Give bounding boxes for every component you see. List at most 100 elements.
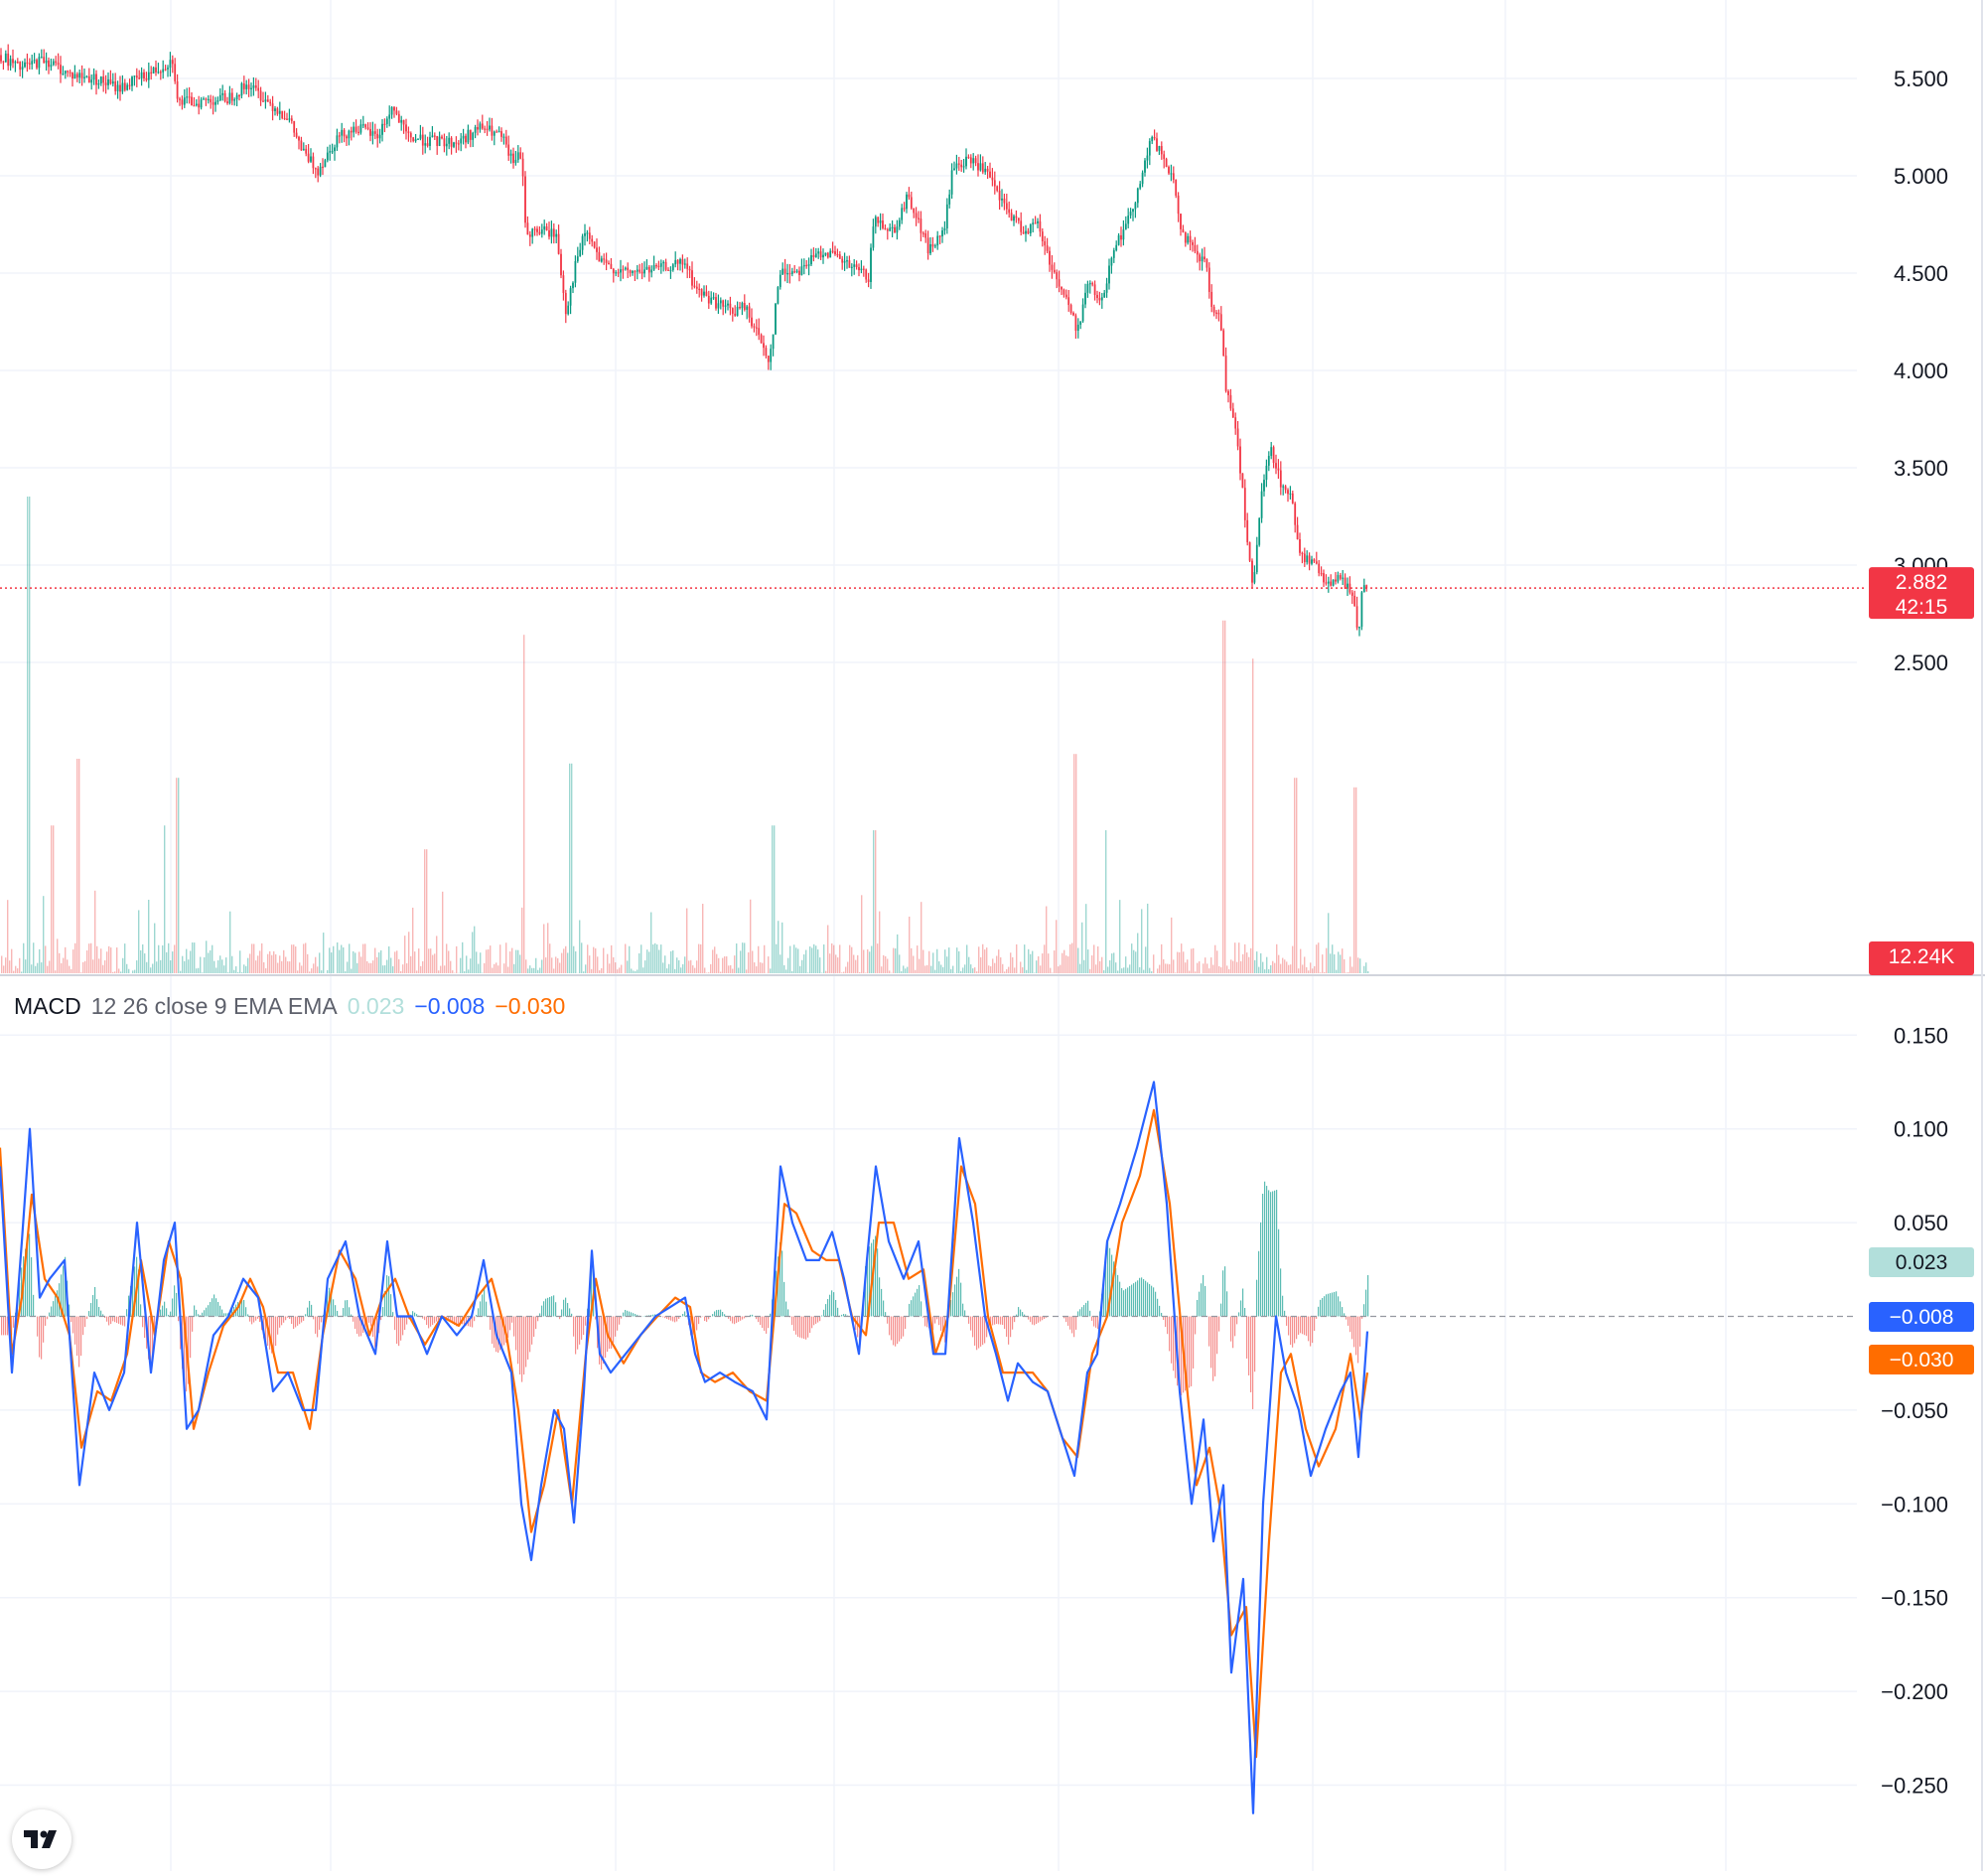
volume-bar [1290,964,1291,973]
volume-bar [305,943,306,973]
candle-body [989,172,991,178]
volume-bar [573,946,574,973]
histogram-bar [249,1317,250,1322]
candle-body [1330,582,1332,586]
histogram-bar [1157,1299,1158,1317]
candle-body [1204,256,1205,259]
volume-bar [251,943,252,973]
candle-body [739,307,741,308]
histogram-bar [1306,1317,1307,1337]
histogram-bar [1276,1190,1277,1316]
volume-bar [936,949,937,973]
volume-bar [206,940,207,973]
volume-bar [617,969,618,973]
volume-bar [422,961,423,973]
candle-body [1213,307,1215,313]
volume-bar [110,947,111,973]
volume-bar [1264,969,1265,973]
volume-bar [172,951,173,973]
macd-legend[interactable]: MACD 12 26 close 9 EMA EMA 0.023 −0.008 … [14,991,565,1021]
histogram-bar [1077,1311,1078,1316]
volume-bar [390,958,391,973]
histogram-bar [766,1317,767,1334]
volume-bar [273,951,274,973]
candle-body [379,135,381,139]
volume-bar [1262,962,1263,973]
volume-bar [436,936,437,973]
histogram-bar [162,1306,163,1317]
candle-body [219,95,221,100]
volume-bar [1119,900,1120,973]
volume-bar [1250,948,1251,973]
candle-body [422,135,424,146]
histogram-bar [1073,1317,1074,1338]
histogram-bar [885,1312,886,1316]
volume-bar [756,966,757,973]
volume-bar [444,965,445,973]
histogram-bar [1326,1294,1327,1316]
histogram-bar [954,1284,955,1316]
histogram-bar [652,1315,653,1317]
histogram-bar [823,1310,824,1317]
histogram-bar [1079,1309,1080,1316]
volume-bar [104,960,105,973]
histogram-bar [1155,1292,1156,1317]
histogram-bar [970,1317,971,1331]
volume-bar [1014,967,1015,973]
volume-bar [478,964,479,973]
volume-bar [664,955,665,973]
volume-bar [364,943,365,973]
tradingview-logo[interactable] [12,1809,71,1869]
histogram-bar [1220,1304,1221,1317]
histogram-bar [1193,1317,1194,1369]
histogram-bar [311,1305,312,1317]
candle-body [591,239,593,242]
histogram-bar [1244,1308,1245,1316]
volume-bar [339,950,340,973]
candle-body [279,111,281,114]
volume-bar [1129,964,1130,973]
volume-bar [833,945,834,973]
volume-bar [1097,946,1098,973]
histogram-bar [934,1317,935,1324]
volume-bar [1163,959,1164,973]
candle-body [298,137,300,141]
histogram-bar [84,1317,85,1328]
histogram-bar [31,1257,32,1316]
histogram-bar [120,1317,121,1325]
histogram-bar [472,1317,473,1328]
candle-body [272,103,274,111]
candle-body [1113,250,1115,258]
volume-bar [440,966,441,973]
candle-body [1183,229,1185,232]
volume-bar [1111,953,1112,973]
volume-bar [154,924,155,973]
candle-body [17,62,19,63]
candle-body [834,251,836,254]
volume-bar [186,949,187,973]
volume-bar [537,970,538,973]
volume-bar [525,959,526,973]
histogram-bar [47,1317,48,1320]
candle-body [155,68,157,72]
volume-bar [934,970,935,973]
candle-body [172,60,174,64]
histogram-bar [815,1317,816,1324]
histogram-bar [1067,1317,1068,1326]
candle-body [880,220,882,222]
histogram-bar [567,1303,568,1316]
volume-bar [517,950,518,973]
candle-body [1316,561,1318,563]
volume-bar [142,944,143,973]
candle-body [286,119,288,120]
volume-bar [382,965,383,973]
histogram-bar [803,1317,804,1340]
volume-bar [392,966,393,973]
histogram-bar [1131,1285,1132,1317]
candle-body [213,102,214,105]
histogram-bar [259,1317,260,1323]
volume-bar [1060,965,1061,973]
volume-bar [776,944,777,973]
